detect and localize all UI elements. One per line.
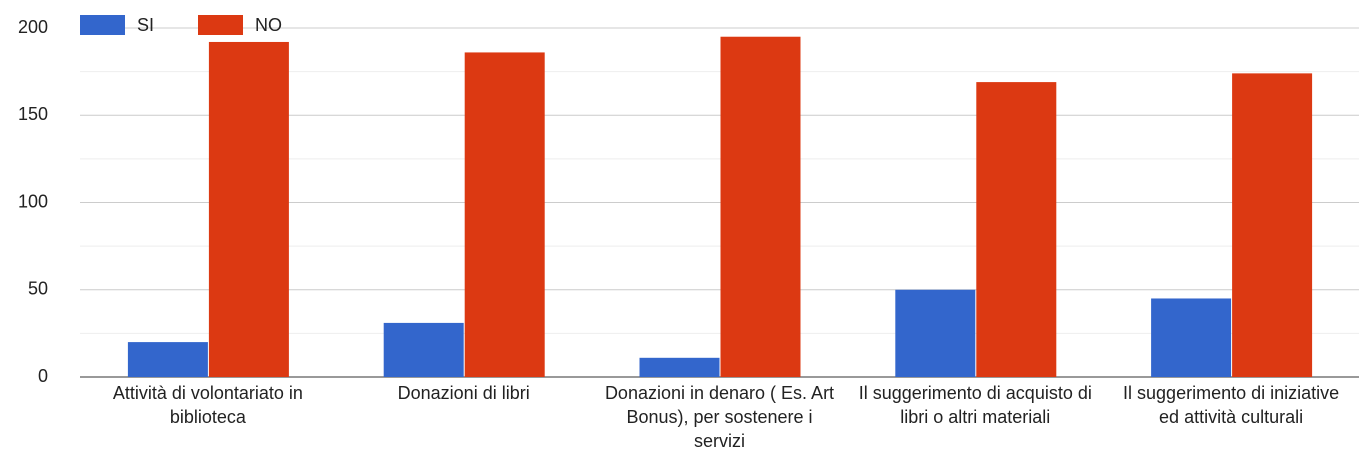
y-tick-label: 100 xyxy=(18,191,48,211)
bar xyxy=(895,289,976,377)
y-tick-label: 200 xyxy=(18,17,48,37)
legend-swatch xyxy=(198,15,243,35)
bar xyxy=(208,41,289,378)
x-tick-label: Donazioni di libri xyxy=(397,383,530,403)
bar xyxy=(127,342,208,377)
bar xyxy=(976,82,1057,377)
bar xyxy=(383,322,464,377)
legend-label: SI xyxy=(137,15,154,35)
x-tick-label: Il suggerimento di iniziative ed attivit… xyxy=(1123,383,1340,427)
bar xyxy=(1232,73,1313,378)
bar xyxy=(720,36,801,377)
x-tick-label: Il suggerimento di acquisto di libri o a… xyxy=(858,383,1092,427)
y-tick-label: 150 xyxy=(18,104,48,124)
x-tick-label: Attività di volontariato in biblioteca xyxy=(112,383,303,427)
x-tick-label: Donazioni in denaro ( Es. Art Bonus), pe… xyxy=(604,383,835,451)
y-tick-label: 50 xyxy=(28,279,48,299)
bar xyxy=(464,52,545,378)
legend-swatch xyxy=(80,15,125,35)
bar xyxy=(1151,298,1232,377)
bar xyxy=(639,357,720,377)
y-tick-label: 0 xyxy=(38,366,48,386)
legend-label: NO xyxy=(255,15,282,35)
